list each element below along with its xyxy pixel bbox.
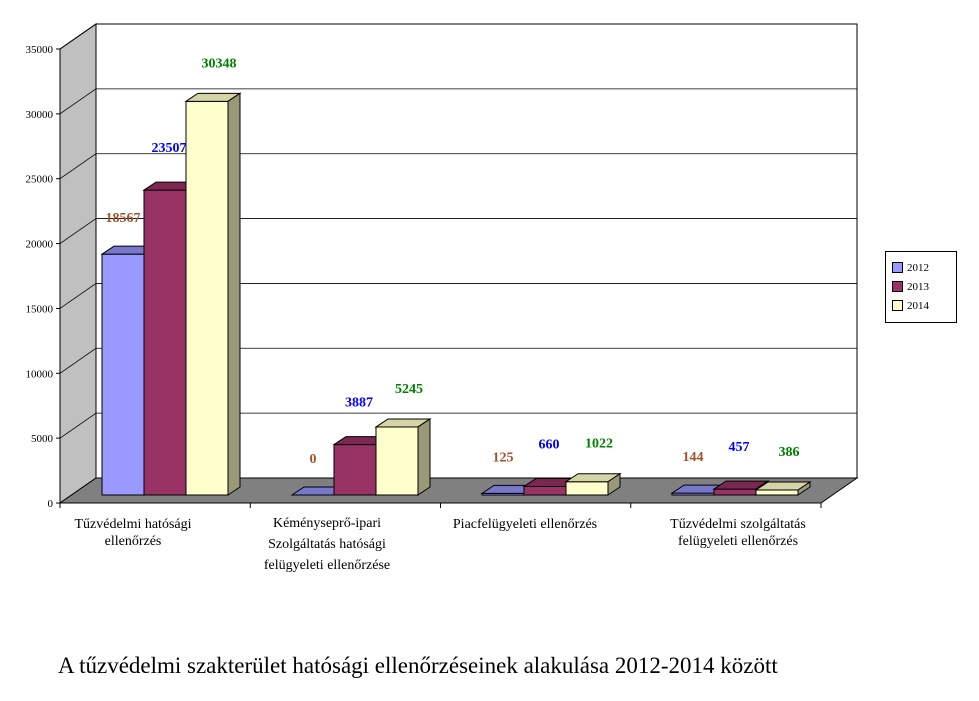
y-tick-label: 5000 [31,433,54,445]
x-category-label: Tűzvédelmi hatósági ellenőrzés [38,516,228,550]
x-category-label-line: felügyeleti ellenőrzés [677,534,799,549]
legend-item: 2013 [892,277,956,296]
data-label: 660 [539,437,560,452]
data-label: 5245 [395,382,423,397]
gridline-side [59,347,97,374]
data-label: 18567 [106,211,141,226]
data-label: 1022 [585,437,613,452]
bar-front [101,253,145,496]
legend-item: 2012 [892,258,956,277]
y-tick-label: 35000 [26,44,54,56]
data-label: 30348 [202,56,237,71]
x-category-label-line: Tűzvédelmi hatósági [74,517,192,532]
data-label: 3887 [345,396,373,411]
gridline-side [59,88,97,115]
gridline-side [59,283,97,309]
chart-legend: 2012 2013 2014 [885,251,957,323]
bar-front [565,481,609,496]
bar-front [333,444,377,496]
bar [184,92,242,496]
chart-caption: A tűzvédelmi szakterület hatósági ellenő… [58,653,778,678]
x-category-label-line: Kéményseprő-ipari [272,516,382,531]
bar-side [607,472,621,496]
x-category-label: Piacfelügyeleti ellenőrzés [430,516,620,533]
bar-front [185,100,229,496]
gridline-side [59,412,97,439]
x-category-label-line: Szolgáltatás hatósági [268,537,386,552]
bar-side [417,418,431,496]
data-label: 457 [729,440,750,455]
y-tick-label: 10000 [26,368,54,380]
bar-front [375,426,419,496]
gridline-side [59,23,97,50]
legend-swatch [892,262,903,273]
bar-front [523,485,567,496]
gridline-side [59,218,97,244]
bar-front [143,189,187,496]
y-tick-label: 0 [48,498,54,510]
x-category-label: Tűzvédelmi szolgáltatás felügyeleti ellen… [643,516,833,550]
x-category-label-line: Tűzvédelmi szolgáltatás [670,517,806,532]
bar [754,481,812,496]
y-tick-label: 30000 [26,109,54,121]
bar-front [713,488,757,496]
data-label: 0 [310,452,317,467]
bar-side [797,481,811,496]
legend-label: 2013 [907,280,929,293]
side-wall [59,23,97,504]
x-category-label: Kéményseprő-ipari Szolgáltatás hatósági fe… [232,513,422,576]
legend-swatch [892,281,903,292]
legend-item: 2014 [892,296,956,315]
x-category-label-line: Piacfelügyeleti ellenőrzés [452,517,598,532]
x-category-label-line: ellenőrzés [104,534,162,549]
data-label: 386 [779,445,800,460]
bar-chart: 0 5000 10000 15000 20000 25000 30000 35000 1856… [26,23,859,510]
data-label: 125 [493,450,514,465]
legend-label: 2012 [907,261,929,274]
bar-side [227,92,241,496]
bar-front [755,489,799,496]
legend-swatch [892,300,903,311]
y-tick-label: 15000 [26,303,54,315]
y-tick-label: 25000 [26,174,54,186]
y-tick-label: 20000 [26,239,54,251]
x-category-label-line: felügyeleti ellenőrzése [263,558,391,573]
data-label: 23507 [152,141,187,156]
bar [374,418,432,496]
bar [564,472,622,496]
data-label: 144 [683,450,704,465]
legend-label: 2014 [907,299,929,312]
gridline-side [59,153,97,180]
